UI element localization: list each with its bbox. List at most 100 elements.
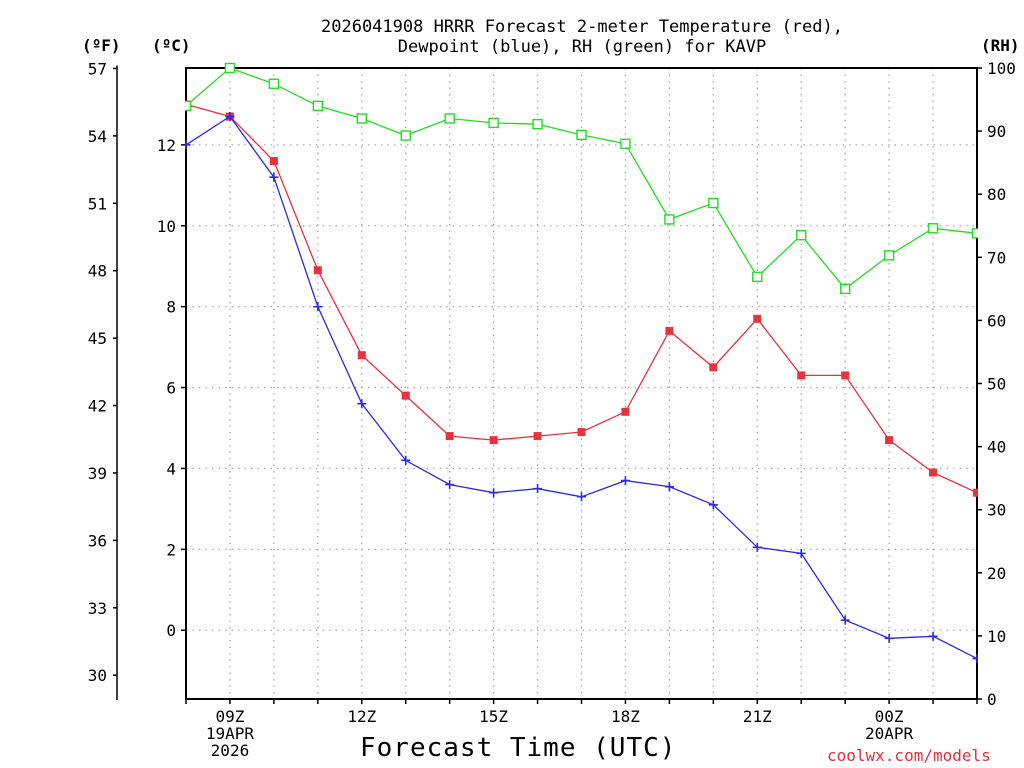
dewpoint-point-14	[445, 480, 455, 490]
axes: 30 33 36 39 42 45 48 51 54 57 0 2 4 6 8 10 12 0 10 20 30 40 50…	[88, 59, 1016, 760]
dewpoint-point-20	[708, 500, 718, 510]
dewpoint-point-21	[752, 542, 762, 552]
rh-point-8	[185, 100, 192, 112]
chart-title-line-2: Dewpoint (blue), RH (green) for KAVP	[397, 37, 767, 57]
dewpoint-point-24	[884, 633, 894, 643]
dewpoint-point-15	[489, 488, 499, 498]
temperature-point-21	[753, 314, 762, 323]
x-tick-label-15-0: 15Z	[479, 707, 508, 726]
fahrenheit-tick-label-33: 33	[88, 599, 107, 618]
fahrenheit-tick-label-48: 48	[88, 262, 107, 281]
dewpoint-point-8	[185, 140, 191, 150]
rh-point-15	[488, 117, 499, 129]
rh-point-19	[664, 214, 675, 225]
dewpoint-point-13	[401, 455, 411, 465]
fahrenheit-unit-label: (ºF)	[82, 36, 121, 55]
dewpoint-point-12	[357, 399, 367, 409]
dewpoint-point-23	[840, 615, 850, 625]
rh-point-13	[400, 130, 411, 141]
rh-tick-label-20: 20	[987, 564, 1006, 583]
rh-tick-label-40: 40	[987, 438, 1006, 457]
dewpoint-point-22	[796, 548, 806, 558]
chart-title-line-1: 2026041908 HRRR Forecast 2-meter Tempera…	[321, 17, 843, 37]
dewpoint-point-9	[225, 112, 235, 122]
celsius-tick-label-12: 12	[157, 136, 176, 155]
dewpoint-point-16	[533, 484, 543, 494]
rh-tick-label-70: 70	[987, 248, 1006, 267]
fahrenheit-tick-label-57: 57	[88, 59, 107, 78]
gridlines	[186, 68, 977, 699]
temperature-point-19	[665, 326, 674, 335]
rh-point-16	[532, 118, 543, 130]
x-tick-label-12-0: 12Z	[347, 707, 376, 726]
rh-point-20	[708, 197, 719, 209]
rh-point-25	[927, 223, 939, 234]
rh-tick-label-0: 0	[987, 690, 997, 709]
rh-point-18	[620, 138, 631, 149]
x-tick-label-9-0: 09Z	[215, 707, 244, 726]
rh-point-23	[839, 283, 851, 295]
rh-unit-label: (RH)	[981, 36, 1020, 55]
fahrenheit-tick-label-39: 39	[88, 464, 107, 483]
fahrenheit-tick-label-54: 54	[88, 127, 107, 146]
rh-tick-label-50: 50	[987, 375, 1006, 394]
temperature-point-17	[577, 428, 586, 437]
rh-point-24	[883, 250, 895, 261]
fahrenheit-tick-label-36: 36	[88, 531, 107, 550]
temperature-point-18	[621, 407, 630, 416]
temperature-point-26	[973, 488, 978, 497]
temperature-point-11	[313, 266, 322, 275]
dewpoint-point-25	[928, 631, 938, 641]
rh-tick-label-80: 80	[987, 185, 1006, 204]
celsius-unit-label: (ºC)	[152, 36, 191, 55]
celsius-tick-label-10: 10	[157, 217, 176, 236]
rh-point-17	[576, 129, 587, 141]
temperature-point-22	[797, 371, 806, 380]
x-tick-label-24-1: 20APR	[865, 724, 914, 743]
rh-tick-label-100: 100	[987, 59, 1016, 78]
temperature-point-12	[357, 351, 366, 360]
rh-point-9	[224, 62, 236, 74]
fahrenheit-tick-label-45: 45	[88, 329, 107, 348]
temperature-point-25	[929, 468, 938, 477]
dewpoint-point-17	[577, 492, 586, 502]
temperature-point-23	[841, 371, 850, 380]
rh-point-22	[796, 230, 807, 241]
x-tick-label-24-0: 00Z	[875, 707, 904, 726]
x-tick-label-18-0: 18Z	[611, 707, 640, 726]
dewpoint-point-11	[313, 302, 323, 312]
rh-tick-label-10: 10	[987, 627, 1006, 646]
x-tick-label-21-0: 21Z	[743, 707, 772, 726]
celsius-tick-label-4: 4	[166, 459, 176, 478]
dewpoint-point-26	[972, 654, 978, 664]
rh-tick-label-60: 60	[987, 311, 1006, 330]
celsius-tick-label-2: 2	[166, 540, 176, 559]
temperature-point-15	[489, 436, 498, 445]
fahrenheit-tick-label-51: 51	[88, 194, 107, 213]
celsius-tick-label-0: 0	[166, 621, 176, 640]
temperature-point-10	[269, 157, 278, 166]
temperature-point-16	[533, 432, 542, 441]
plot-frame	[185, 67, 978, 700]
series-group	[185, 62, 978, 664]
celsius-tick-label-6: 6	[166, 379, 176, 398]
celsius-tick-label-8: 8	[166, 298, 176, 317]
x-tick-label-9-2: 2026	[211, 741, 250, 760]
dewpoint-point-10	[269, 172, 279, 182]
rh-point-21	[752, 271, 763, 283]
credit-link[interactable]: coolwx.com/models	[827, 746, 991, 765]
rh-tick-label-90: 90	[987, 122, 1006, 141]
dewpoint-point-18	[620, 476, 630, 486]
dewpoint-point-19	[664, 482, 674, 492]
rh-point-26	[971, 228, 978, 239]
rh-tick-label-30: 30	[987, 501, 1006, 520]
rh-point-14	[444, 113, 455, 124]
temperature-point-14	[445, 432, 454, 441]
rh-point-11	[312, 100, 324, 112]
fahrenheit-tick-label-30: 30	[88, 666, 107, 685]
x-tick-label-9-1: 19APR	[206, 724, 255, 743]
fahrenheit-tick-label-42: 42	[88, 397, 107, 416]
temperature-point-24	[885, 436, 894, 445]
series	[185, 62, 978, 664]
